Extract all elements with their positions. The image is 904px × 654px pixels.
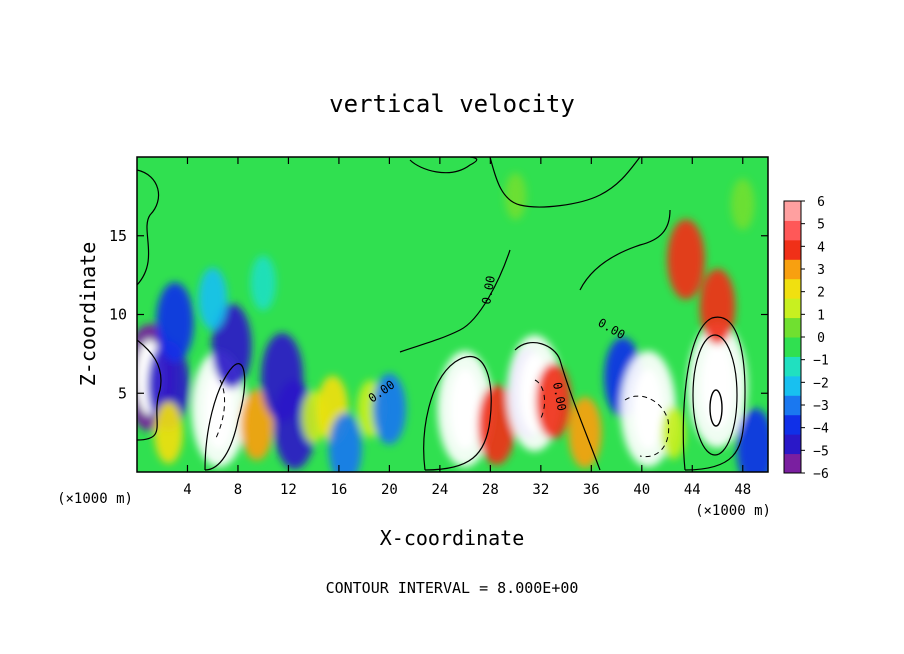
z-axis-label: Z-coordinate [76, 242, 100, 387]
colorbar: 6 5 4 3 2 1 0 −1 −2 −3 −4 −5 −6 [783, 195, 829, 482]
field-cell [250, 255, 276, 311]
field-cell [477, 384, 516, 465]
z-tick-label: 15 [109, 227, 127, 245]
field-cell [372, 373, 406, 445]
colorbar-tick-label: −4 [813, 422, 829, 437]
field-cell [504, 173, 527, 220]
x-tick-label: 36 [583, 482, 600, 498]
colorbar-tick-label: −5 [813, 444, 829, 459]
colorbar-tick-label: −3 [813, 399, 829, 414]
x-axis-label: X-coordinate [380, 526, 525, 550]
contour-lines [137, 157, 746, 471]
x-tick-label: 32 [532, 482, 549, 498]
field-cell-core [449, 368, 481, 450]
x-tick-label: 4 [183, 482, 191, 498]
field-cell [731, 178, 755, 230]
velocity-field [137, 173, 768, 472]
colorbar-swatch [784, 414, 801, 435]
colorbar-swatch [784, 259, 801, 280]
colorbar-tick-label: 4 [817, 240, 825, 255]
colorbar-tick-label: −2 [813, 376, 829, 391]
field-cell [198, 267, 228, 330]
colorbar-swatch [784, 298, 801, 319]
field-cell [240, 389, 274, 461]
x-tick-label: 40 [633, 482, 650, 498]
colorbar-swatch [784, 201, 801, 221]
field-cell [535, 363, 572, 439]
x-tick-label: 48 [734, 482, 751, 498]
z-axis: 5 10 15 [109, 227, 768, 402]
field-cell-core [632, 368, 664, 450]
x-unit-label-right: (×1000 m) [695, 503, 771, 519]
z-tick-label: 5 [118, 384, 127, 402]
colorbar-swatch [784, 356, 801, 377]
field-cell [661, 406, 686, 460]
colorbar-tick-label: 3 [817, 263, 825, 278]
colorbar-tick-label: −6 [813, 467, 829, 482]
x-unit-label-left: (×1000 m) [57, 491, 133, 507]
field-cell [211, 303, 252, 389]
colorbar-swatch [784, 239, 801, 260]
x-tick-label: 28 [482, 482, 499, 498]
colorbar-tick-label: 5 [817, 218, 825, 233]
colorbar-swatch [784, 395, 801, 416]
x-tick-label: 16 [330, 482, 347, 498]
x-tick-label: 24 [431, 482, 448, 498]
contour-label: 0.00 [479, 275, 498, 306]
field-cell-core [203, 368, 235, 450]
field-cell-core [701, 341, 734, 430]
colorbar-swatch [784, 375, 801, 396]
x-tick-label: 44 [684, 482, 701, 498]
colorbar-swatch [784, 220, 801, 241]
colorbar-tick-label: −1 [813, 354, 829, 369]
colorbar-tick-label: 1 [817, 308, 825, 323]
colorbar-tick-label: 2 [817, 286, 825, 301]
field-cell [699, 268, 736, 345]
colorbar-swatch [784, 434, 801, 455]
x-tick-label: 12 [280, 482, 297, 498]
z-tick-label: 10 [109, 306, 127, 324]
contour-label: 0.00 [550, 381, 569, 412]
field-cell [667, 219, 705, 300]
chart-title: vertical velocity [329, 90, 575, 118]
field-cell [156, 282, 194, 363]
colorbar-swatch [784, 453, 801, 474]
colorbar-tick-label: 6 [817, 195, 825, 210]
colorbar-swatch [784, 337, 801, 357]
field-cell [154, 401, 183, 464]
x-axis: 4 8 12 16 20 24 28 32 36 40 44 48 [183, 157, 751, 498]
field-cell [736, 408, 768, 472]
x-tick-label: 20 [381, 482, 398, 498]
colorbar-swatch [784, 278, 801, 299]
field-cell [147, 340, 190, 430]
colorbar-tick-label: 0 [817, 331, 825, 346]
colorbar-swatch [784, 317, 801, 338]
contour-interval-note: CONTOUR INTERVAL = 8.000E+00 [326, 579, 579, 597]
x-tick-label: 8 [234, 482, 242, 498]
field-cell [328, 412, 362, 472]
